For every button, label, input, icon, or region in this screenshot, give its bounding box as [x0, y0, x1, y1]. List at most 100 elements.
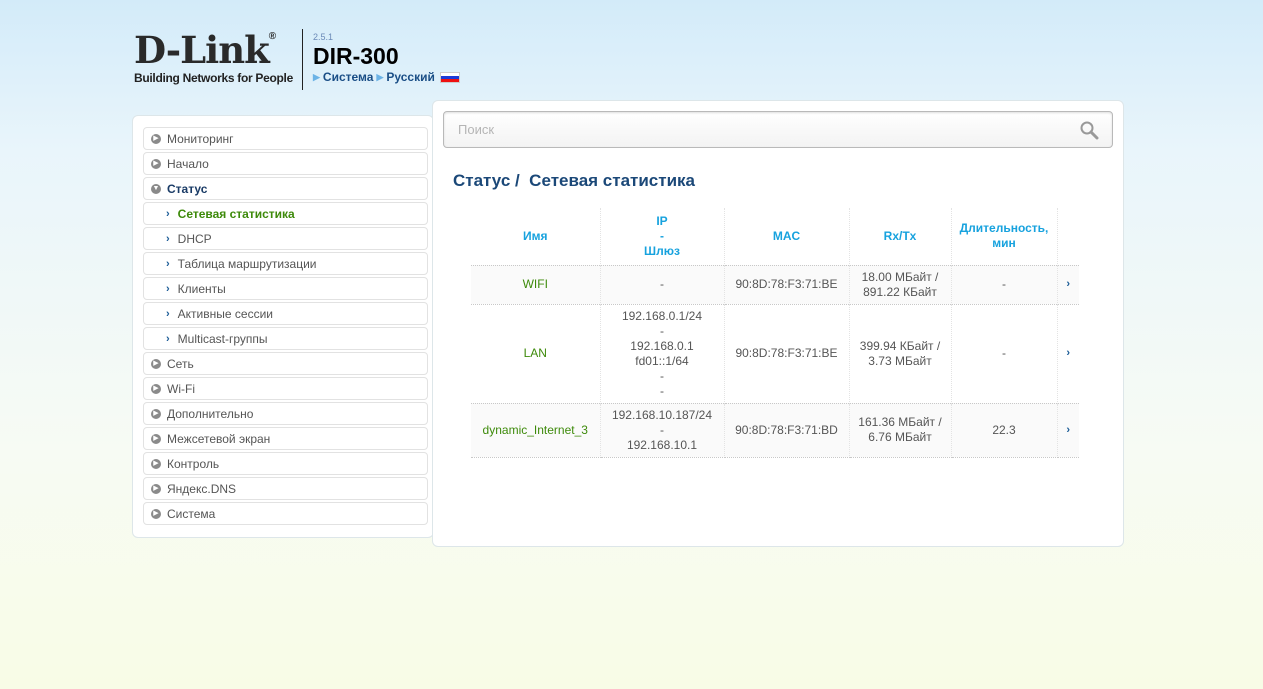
search-icon[interactable] — [1079, 120, 1099, 140]
logo-text: D-Link — [134, 28, 270, 72]
col-duration-line: Длительность, — [959, 221, 1049, 236]
russia-flag-icon[interactable] — [439, 72, 460, 83]
dlink-logo: D-Link® Building Networks for People — [134, 30, 299, 85]
sidebar-item-label: Мониторинг — [167, 131, 234, 146]
expand-right-icon: ▶ — [151, 383, 161, 394]
cell-line: 399.94 КБайт / — [859, 338, 941, 353]
chevron-right-icon: › — [166, 307, 170, 320]
sidebar-item[interactable]: › Сетевая статистика — [143, 202, 428, 225]
chevron-right-icon[interactable]: › — [1057, 303, 1079, 403]
sidebar-item-label: DHCP — [177, 231, 212, 246]
cell-line: 192.168.10.1 — [626, 437, 698, 452]
table-row[interactable]: WIFI -90:8D:78:F3:71:BE 18.00 МБайт /891.2… — [471, 264, 1079, 304]
firmware-version: 2.5.1 — [313, 32, 334, 42]
col-duration-line: мин — [992, 236, 1016, 251]
search-input[interactable] — [458, 122, 1058, 137]
sidebar-item[interactable]: ▼ Статус — [143, 177, 428, 200]
sidebar-item-label: Дополнительно — [167, 406, 254, 421]
expand-right-icon: ▶ — [151, 458, 161, 469]
cell-rxtx: 18.00 МБайт /891.22 КБайт — [849, 264, 952, 304]
language-link[interactable]: Русский — [386, 70, 435, 84]
sidebar-item-label: Wi-Fi — [167, 381, 195, 396]
sidebar-item-label: Контроль — [167, 456, 220, 471]
sidebar-item-label: Таблица маршрутизации — [177, 256, 317, 271]
sidebar-item[interactable]: ▶ Контроль — [143, 452, 428, 475]
page-title: Статус / Сетевая статистика — [453, 171, 696, 190]
expand-down-icon: ▼ — [151, 183, 161, 194]
sidebar-item-label: Активные сессии — [177, 306, 273, 321]
cell-line: fd01::1/64 — [635, 353, 689, 368]
expand-right-icon: ▶ — [151, 408, 161, 419]
cell-rxtx: 161.36 МБайт /6.76 МБайт — [849, 402, 952, 458]
sidebar-item[interactable]: ▶ Система — [143, 502, 428, 525]
chevron-right-icon: › — [166, 282, 170, 295]
cell-duration: - — [951, 303, 1058, 403]
cell-name: dynamic_Internet_3 — [471, 402, 601, 458]
cell-line: 18.00 МБайт / — [861, 269, 939, 284]
cell-line: - — [660, 277, 664, 291]
sidebar-item[interactable]: ▶ Дополнительно — [143, 402, 428, 425]
table-header: Имя IP - Шлюз MAC Rx/Tx Длительность, мин — [471, 208, 1079, 265]
sidebar-item-label: Статус — [167, 181, 208, 196]
sidebar-item[interactable]: › Таблица маршрутизации — [143, 252, 428, 275]
sidebar-item-label: Сеть — [167, 356, 194, 371]
cell-mac: 90:8D:78:F3:71:BD — [724, 402, 850, 458]
col-ip-line: Шлюз — [644, 243, 680, 258]
cell-rxtx: 399.94 КБайт /3.73 МБайт — [849, 303, 952, 403]
cell-mac: 90:8D:78:F3:71:BE — [724, 264, 850, 304]
sidebar-item[interactable]: › Активные сессии — [143, 302, 428, 325]
cell-mac: 90:8D:78:F3:71:BE — [724, 303, 850, 403]
cell-name: LAN — [471, 303, 601, 403]
search-box[interactable] — [443, 111, 1113, 148]
sidebar-item-label: Система — [167, 506, 216, 521]
sidebar-item-label: Multicast-группы — [177, 331, 268, 346]
expand-right-icon: ▶ — [151, 508, 161, 519]
sidebar-item[interactable]: ▶ Яндекс.DNS — [143, 477, 428, 500]
expand-right-icon: ▶ — [151, 483, 161, 494]
sidebar-item[interactable]: ▶ Начало — [143, 152, 428, 175]
sidebar-item[interactable]: › Multicast-группы — [143, 327, 428, 350]
chevron-right-icon: › — [166, 332, 170, 345]
cell-ip: 192.168.10.187/24-192.168.10.1 — [600, 402, 725, 458]
expand-right-icon: ▶ — [151, 358, 161, 369]
expand-right-icon: ▶ — [151, 158, 161, 169]
cell-ip: - — [600, 264, 725, 304]
cell-name: WIFI — [471, 264, 601, 304]
sidebar-item[interactable]: › Клиенты — [143, 277, 428, 300]
table-row[interactable]: LAN 192.168.0.1/24-192.168.0.1 fd01::1/64-… — [471, 303, 1079, 403]
col-ip-line: - — [660, 228, 664, 243]
sidebar-item-label: Межсетевой экран — [167, 431, 271, 446]
sidebar-item[interactable]: › DHCP — [143, 227, 428, 250]
cell-ip: 192.168.0.1/24-192.168.0.1 fd01::1/64- - — [600, 303, 725, 403]
chevron-right-icon: › — [166, 257, 170, 270]
network-stats-table: Имя IP - Шлюз MAC Rx/Tx Длительность, мин W… — [471, 208, 1079, 458]
cell-duration: - — [951, 264, 1058, 304]
sidebar-item-label: Яндекс.DNS — [167, 481, 237, 496]
col-action — [1057, 208, 1079, 265]
chevron-right-icon: › — [166, 232, 170, 245]
registered-mark: ® — [268, 31, 276, 42]
sidebar-item[interactable]: ▶ Мониторинг — [143, 127, 428, 150]
chevron-right-icon[interactable]: › — [1057, 264, 1079, 304]
sidebar-item-label: Начало — [167, 156, 209, 171]
col-mac: MAC — [724, 208, 850, 265]
cell-line: 6.76 МБайт — [868, 430, 932, 444]
sidebar-item[interactable]: ▶ Межсетевой экран — [143, 427, 428, 450]
expand-right-icon: ▶ — [151, 133, 161, 144]
sidebar-item[interactable]: ▶ Wi-Fi — [143, 377, 428, 400]
cell-line: - — [660, 323, 664, 338]
triangle-icon: ▶ — [376, 72, 384, 82]
chevron-right-icon[interactable]: › — [1057, 402, 1079, 458]
sidebar: ▶ Мониторинг ▶ Начало ▼ Статус › Сетевая статис… — [132, 115, 434, 538]
sidebar-item-label: Сетевая статистика — [177, 206, 295, 221]
col-ip: IP - Шлюз — [600, 208, 725, 265]
cell-line: 3.73 МБайт — [868, 353, 932, 368]
header-divider — [302, 29, 303, 90]
col-name: Имя — [471, 208, 601, 265]
system-link[interactable]: Система — [322, 70, 374, 84]
cell-line: 891.22 КБайт — [863, 284, 937, 299]
sidebar-item[interactable]: ▶ Сеть — [143, 352, 428, 375]
col-ip-line: IP — [656, 213, 668, 228]
cell-line: 161.36 МБайт / — [858, 415, 942, 429]
table-row[interactable]: dynamic_Internet_3 192.168.10.187/24-192.… — [471, 402, 1079, 458]
